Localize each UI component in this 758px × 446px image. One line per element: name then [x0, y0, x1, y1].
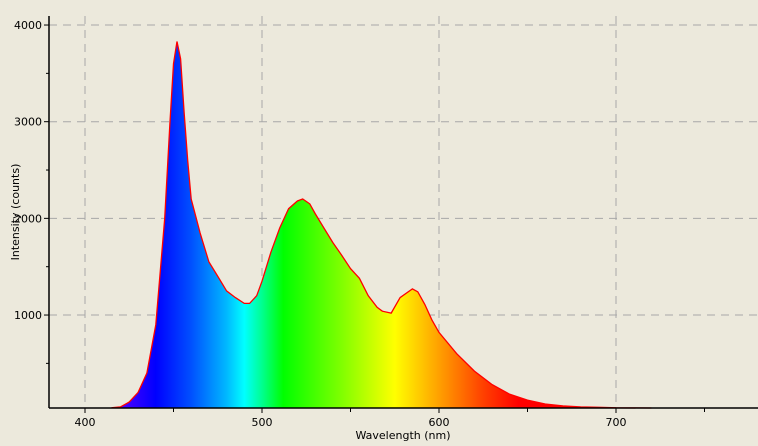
x-axis-title: Wavelength (nm) [355, 429, 450, 442]
y-tick-label: 1000 [14, 309, 42, 322]
y-tick-label: 4000 [14, 19, 42, 32]
y-tick-label: 2000 [14, 212, 42, 225]
spectrum-outline [111, 41, 652, 409]
y-axis-title: Intensity (counts) [9, 164, 22, 261]
axes: 400 500 600 700 1000 2000 3000 4000 [14, 16, 758, 429]
x-tick-label: 500 [252, 416, 273, 429]
y-tick-label: 3000 [14, 116, 42, 129]
x-tick-label: 700 [606, 416, 627, 429]
spectrum-fill [111, 41, 652, 408]
x-tick-label: 600 [429, 416, 450, 429]
x-tick-label: 400 [75, 416, 96, 429]
